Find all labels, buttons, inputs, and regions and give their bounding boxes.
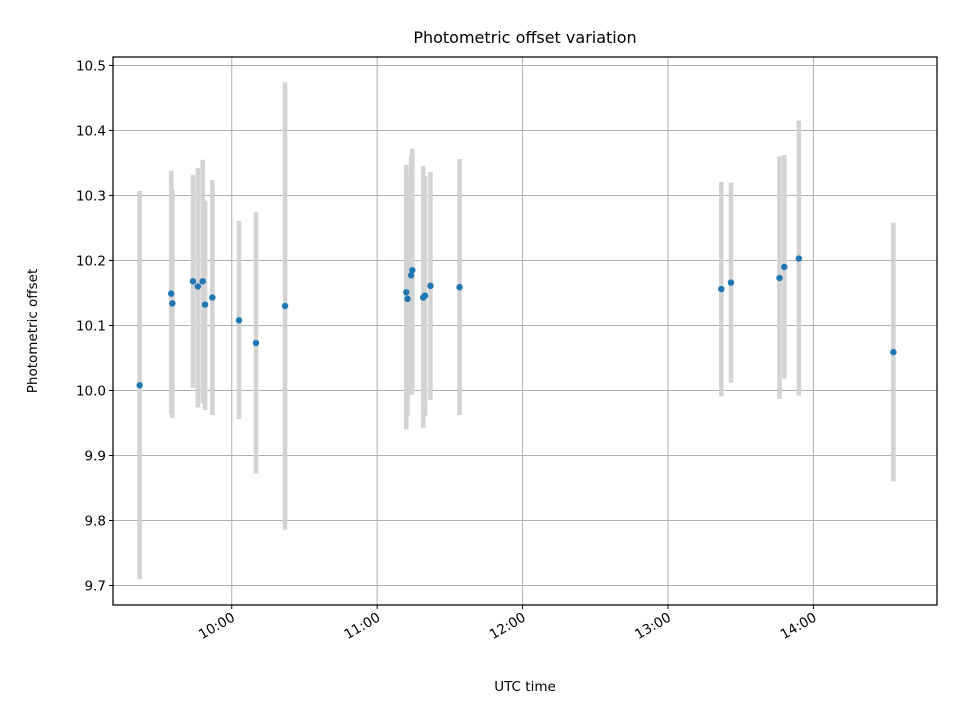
data-point bbox=[781, 263, 788, 271]
data-point bbox=[776, 274, 783, 282]
x-axis-label: UTC time bbox=[494, 679, 556, 695]
y-tick-label: 10.3 bbox=[76, 188, 106, 204]
data-point bbox=[252, 339, 260, 347]
data-point bbox=[281, 302, 289, 310]
data-point bbox=[209, 294, 216, 301]
data-point bbox=[199, 278, 206, 285]
data-point bbox=[718, 285, 725, 293]
y-tick-label: 9.7 bbox=[85, 578, 106, 594]
y-tick-label: 9.8 bbox=[85, 513, 106, 529]
data-points bbox=[136, 255, 897, 389]
y-tick-label: 10.4 bbox=[76, 123, 106, 139]
data-point bbox=[136, 382, 143, 389]
data-point bbox=[235, 317, 243, 324]
data-point bbox=[167, 290, 175, 297]
data-point bbox=[407, 272, 415, 279]
data-point bbox=[727, 279, 735, 286]
data-point bbox=[456, 283, 463, 291]
data-point bbox=[189, 278, 197, 285]
data-point bbox=[403, 289, 410, 296]
y-tick-label: 10.2 bbox=[76, 253, 106, 269]
data-point bbox=[194, 283, 202, 290]
y-axis-label: Photometric offset bbox=[25, 269, 41, 393]
y-tick-label: 10.5 bbox=[76, 58, 106, 74]
data-point bbox=[409, 267, 416, 274]
data-point bbox=[795, 255, 803, 262]
plot-frame bbox=[112, 56, 938, 606]
data-point bbox=[404, 295, 411, 303]
data-point bbox=[201, 301, 209, 308]
y-tick-label: 10.1 bbox=[76, 318, 106, 334]
data-point bbox=[427, 282, 434, 290]
chart-title: Photometric offset variation bbox=[413, 28, 636, 47]
data-point bbox=[169, 300, 176, 307]
grid bbox=[113, 57, 937, 605]
data-point bbox=[421, 292, 429, 299]
y-tick-label: 10.0 bbox=[76, 383, 106, 399]
data-point bbox=[890, 348, 897, 356]
y-tick-label: 9.9 bbox=[85, 448, 106, 464]
